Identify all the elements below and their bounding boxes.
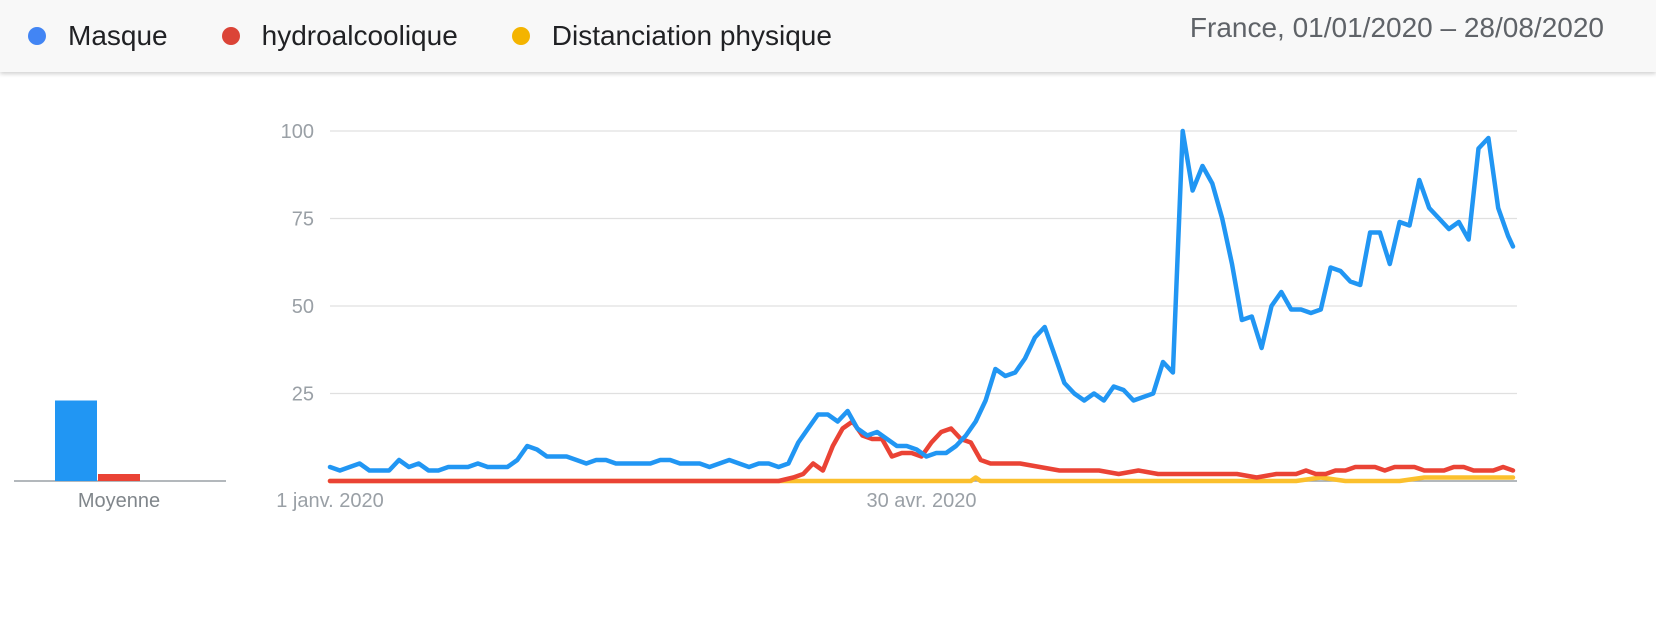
legend-dot-distanciation [511, 27, 530, 45]
date-range-label: France, 01/01/2020 – 28/08/2020 [1189, 12, 1604, 43]
legend-dot-hydroalcoolique [221, 27, 240, 45]
legend-label-masque: Masque [68, 20, 168, 51]
trends-chart: Moyenne 100 75 50 25 1 janv. 2020 30 avr. 2020 [14, 121, 1517, 512]
y-tick-label-100: 100 [281, 121, 314, 143]
average-bar-masque [55, 400, 97, 481]
chart-header: Masque hydroalcoolique Distanciation phy… [0, 0, 1656, 72]
y-tick-label-75: 75 [292, 209, 314, 231]
y-tick-label-50: 50 [292, 296, 314, 318]
series-line-distanciation-physique [327, 475, 1516, 484]
legend-dot-masque [28, 27, 46, 45]
legend-label-distanciation: Distanciation physique [551, 20, 832, 51]
x-tick-label-1: 30 avr. 2020 [866, 490, 976, 512]
series-line-masque [327, 128, 1516, 473]
legend-item-hydroalcoolique[interactable]: hydroalcoolique [221, 20, 458, 52]
legend-item-distanciation[interactable]: Distanciation physique [511, 20, 832, 52]
average-bar-hydroalcoolique [98, 474, 140, 481]
bar-category-label: Moyenne [78, 490, 160, 512]
legend-item-masque[interactable]: Masque [28, 20, 168, 52]
legend-label-hydroalcoolique: hydroalcoolique [261, 20, 458, 51]
legend: Masque hydroalcoolique Distanciation phy… [0, 20, 858, 52]
x-tick-label-0: 1 janv. 2020 [276, 490, 384, 512]
y-tick-label-25: 25 [292, 384, 314, 406]
